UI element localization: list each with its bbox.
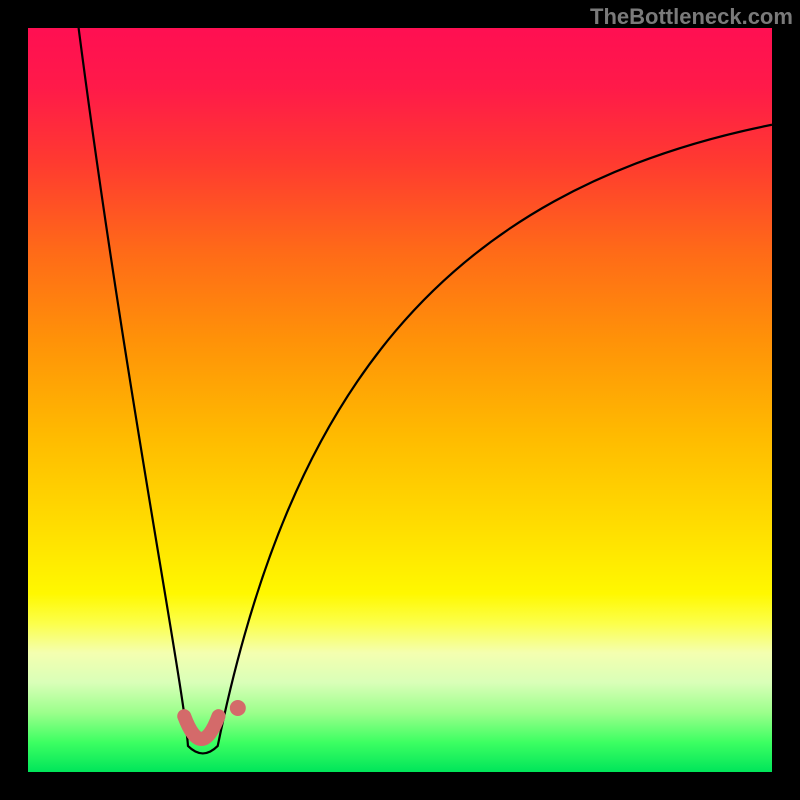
gradient-background bbox=[28, 28, 772, 772]
watermark-label: TheBottleneck.com bbox=[590, 4, 793, 30]
plot-area bbox=[28, 28, 772, 772]
plot-svg bbox=[28, 28, 772, 772]
highlight-dot-marker bbox=[230, 700, 246, 716]
